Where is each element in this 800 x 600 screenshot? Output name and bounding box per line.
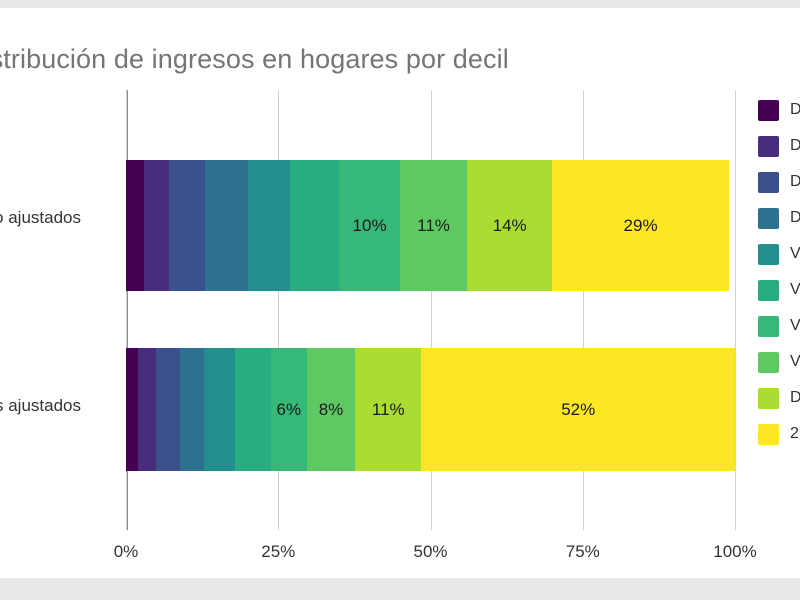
bar-segment[interactable]	[156, 348, 181, 471]
bar-segment[interactable]: 29%	[552, 160, 729, 291]
legend-item[interactable]: V	[758, 308, 800, 344]
bar-segment[interactable]	[138, 348, 157, 471]
legend-item[interactable]: D	[758, 92, 800, 128]
legend-item-label: D	[790, 389, 800, 406]
bar-segment[interactable]	[126, 348, 139, 471]
legend-swatch-icon	[758, 171, 779, 193]
bar-segment[interactable]	[144, 160, 169, 291]
legend-swatch-icon	[758, 315, 779, 337]
bar-segment[interactable]: 11%	[400, 160, 467, 291]
legend-item-label: D	[790, 101, 800, 118]
gridline-25%	[278, 90, 280, 530]
bar-segment-value-label: 11%	[371, 399, 405, 419]
bar-segment[interactable]	[234, 348, 271, 471]
stacked-bar-ingresos-ajustados[interactable]: 6% 8% 11% 52%	[126, 348, 735, 471]
bar-segment[interactable]: 52%	[421, 348, 735, 471]
chart-card: Distribución de ingresos en hogares por …	[0, 8, 800, 578]
x-tick-100%: 100%	[713, 542, 757, 561]
legend-item-label: D	[790, 137, 800, 154]
gridline-50%	[430, 90, 432, 530]
bar-segment[interactable]	[168, 160, 206, 291]
bar-segment-value-label: 8%	[318, 399, 344, 419]
legend-swatch-icon	[758, 207, 779, 229]
x-tick-75%: 75%	[565, 542, 600, 561]
legend-item-label: V	[790, 317, 800, 334]
bar-segment-value-label: 14%	[492, 215, 527, 235]
legend-item-label: 2	[790, 425, 799, 442]
gridline-0%	[126, 90, 127, 530]
legend-item-label: V	[790, 245, 800, 262]
legend-item-label: D	[790, 209, 800, 226]
legend-swatch-icon	[758, 279, 779, 301]
chart-title: Distribución de ingresos en hogares por …	[0, 44, 509, 74]
legend-swatch-icon	[758, 351, 779, 373]
gridline-75%	[582, 90, 584, 530]
gridline-100%	[735, 90, 736, 530]
bar-segment[interactable]: 14%	[467, 160, 553, 291]
x-tick-25%: 25%	[261, 542, 296, 561]
chart-legend: D D D D V V V V D 2	[758, 92, 800, 452]
legend-item[interactable]: D	[758, 128, 800, 164]
bar-segment[interactable]	[247, 160, 291, 291]
bar-segment-value-label: 10%	[352, 215, 387, 235]
legend-swatch-icon	[758, 243, 779, 265]
bar-segment[interactable]: 11%	[355, 348, 422, 471]
legend-swatch-icon	[758, 135, 779, 157]
bar-segment[interactable]	[290, 160, 340, 291]
bar-segment[interactable]	[204, 348, 235, 471]
bar-segment-value-label: 52%	[561, 399, 596, 419]
legend-item[interactable]: D	[758, 200, 800, 236]
category-label-ingresos-no-ajustados: Ingresos no ajustados	[0, 208, 81, 227]
legend-item-label: D	[790, 173, 800, 190]
category-label-ingresos-ajustados: Ingresos ajustados	[0, 396, 81, 415]
bar-segment[interactable]: 8%	[306, 348, 356, 471]
x-tick-0%: 0%	[113, 542, 139, 561]
bar-segment[interactable]: 6%	[270, 348, 307, 471]
legend-item[interactable]: V	[758, 236, 800, 272]
x-tick-50%: 50%	[413, 542, 448, 561]
y-axis-line	[126, 90, 128, 530]
plot-area: 0% 25% 50% 75% 100% 10% 11% 14% 29% 6% 8% 11% 52%	[114, 90, 757, 561]
bar-segment[interactable]	[126, 160, 145, 291]
legend-item-label: V	[790, 281, 800, 298]
legend-item[interactable]: V	[758, 272, 800, 308]
bar-segment-value-label: 29%	[623, 215, 658, 235]
bar-segment-value-label: 11%	[417, 215, 450, 235]
bar-segment[interactable]	[205, 160, 248, 291]
legend-item[interactable]: D	[758, 164, 800, 200]
legend-item-label: V	[790, 353, 800, 370]
legend-swatch-icon	[758, 387, 779, 409]
legend-swatch-icon	[758, 99, 779, 121]
bar-segment-value-label: 6%	[276, 399, 302, 419]
legend-swatch-icon	[758, 423, 779, 445]
legend-item[interactable]: V	[758, 344, 800, 380]
legend-item[interactable]: D	[758, 380, 800, 416]
bar-segment[interactable]	[180, 348, 205, 471]
stacked-bar-ingresos-no-ajustados[interactable]: 10% 11% 14% 29%	[126, 160, 735, 291]
bar-segment[interactable]: 10%	[339, 160, 401, 291]
legend-item[interactable]: 2	[758, 416, 800, 452]
